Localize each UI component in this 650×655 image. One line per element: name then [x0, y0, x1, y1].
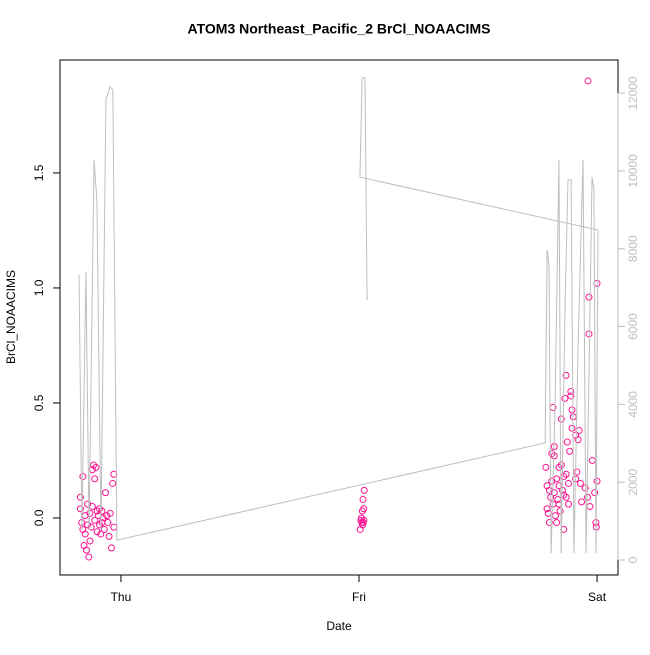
- data-point: [543, 505, 551, 513]
- data-point: [567, 392, 575, 400]
- data-point: [566, 447, 574, 455]
- data-point: [576, 479, 584, 487]
- data-point: [107, 544, 115, 552]
- data-point: [585, 293, 593, 301]
- data-point: [96, 521, 104, 529]
- data-point: [574, 436, 582, 444]
- data-point: [557, 461, 565, 469]
- y2-tick-label: 0: [626, 556, 640, 563]
- data-point: [564, 479, 572, 487]
- data-point: [568, 406, 576, 414]
- data-point: [91, 516, 99, 524]
- data-point: [357, 514, 365, 522]
- y2-tick-label: 10000: [626, 154, 640, 188]
- data-point: [86, 509, 94, 517]
- data-point: [360, 516, 368, 524]
- data-point: [593, 477, 601, 485]
- line-series: [78, 77, 599, 554]
- data-point: [99, 514, 107, 522]
- chart-title: ATOM3 Northeast_Pacific_2 BrCl_NOAACIMS: [188, 21, 491, 37]
- data-point: [561, 394, 569, 402]
- y2-tick-label: 12000: [626, 76, 640, 110]
- data-point: [553, 475, 561, 483]
- data-point: [548, 450, 556, 458]
- data-point: [86, 537, 94, 545]
- data-point: [101, 489, 109, 497]
- data-point: [109, 479, 117, 487]
- data-point: [564, 500, 572, 508]
- data-point: [92, 463, 100, 471]
- data-point: [591, 489, 599, 497]
- data-point: [568, 424, 576, 432]
- data-point: [84, 521, 92, 529]
- y-tick-label: 0.0: [32, 509, 46, 526]
- x-tick-label: Thu: [111, 590, 132, 604]
- data-point: [563, 438, 571, 446]
- data-point: [81, 530, 89, 538]
- data-point: [98, 507, 106, 515]
- x-tick-label: Fri: [352, 590, 366, 604]
- data-point: [97, 530, 105, 538]
- y2-tick-label: 8000: [626, 235, 640, 262]
- data-point: [76, 493, 84, 501]
- data-point: [562, 493, 570, 501]
- x-axis-label: Date: [326, 619, 352, 633]
- data-point: [91, 475, 99, 483]
- data-point: [578, 498, 586, 506]
- y2-tick-label: 2000: [626, 469, 640, 496]
- y2-tick-label: 4000: [626, 391, 640, 418]
- data-point: [93, 528, 101, 536]
- data-point: [76, 505, 84, 513]
- data-point: [584, 77, 592, 85]
- data-point: [567, 387, 575, 395]
- data-point: [562, 371, 570, 379]
- data-point: [93, 507, 101, 515]
- data-point: [555, 463, 563, 471]
- data-point: [545, 519, 553, 527]
- y2-tick-label: 6000: [626, 313, 640, 340]
- data-point: [556, 507, 564, 515]
- data-point: [106, 509, 114, 517]
- data-point: [104, 519, 112, 527]
- y-tick-label: 1.0: [32, 279, 46, 296]
- data-point: [82, 546, 90, 554]
- data-point: [87, 523, 95, 531]
- data-point: [553, 519, 561, 527]
- data-point: [90, 461, 98, 469]
- data-point: [360, 486, 368, 494]
- data-point: [105, 532, 113, 540]
- y-tick-label: 0.5: [32, 394, 46, 411]
- data-point: [359, 496, 367, 504]
- x-tick-label: Sat: [588, 590, 607, 604]
- data-point: [542, 463, 550, 471]
- y-tick-label: 1.5: [32, 164, 46, 181]
- y-axis-label: BrCl_NOAACIMS: [4, 270, 18, 364]
- data-point: [360, 505, 368, 513]
- data-point: [103, 512, 111, 520]
- data-point: [85, 553, 93, 561]
- data-point: [557, 415, 565, 423]
- data-point: [550, 489, 558, 497]
- data-point: [562, 470, 570, 478]
- data-point: [96, 505, 104, 513]
- data-point: [585, 330, 593, 338]
